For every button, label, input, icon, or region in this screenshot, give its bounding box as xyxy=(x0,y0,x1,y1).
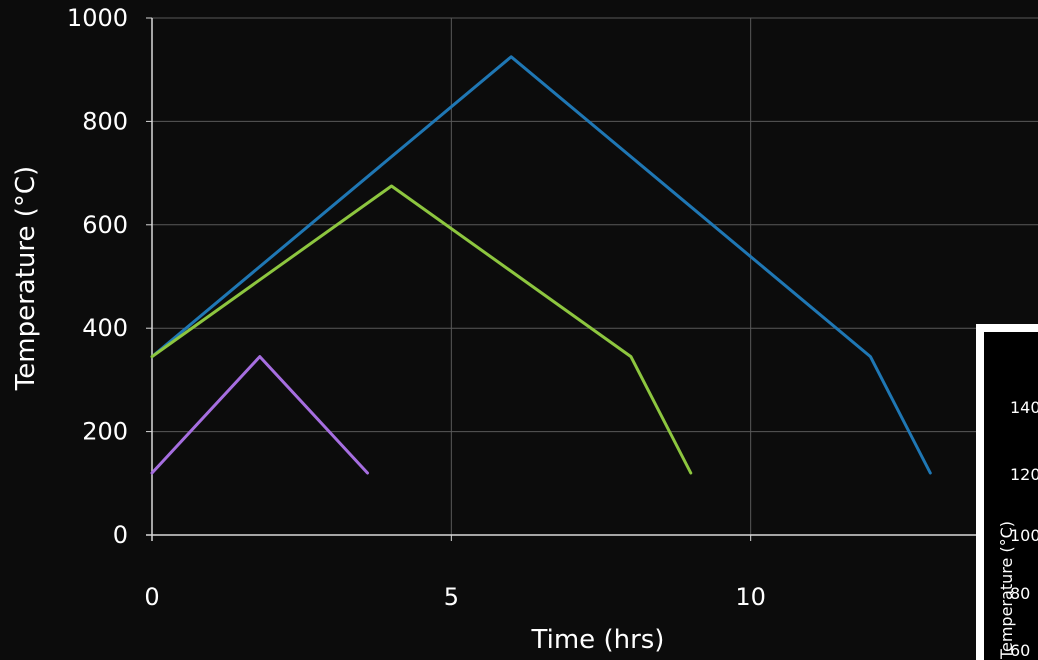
y-tick-label: 800 xyxy=(82,107,128,135)
series-line-1 xyxy=(150,55,932,475)
y-tick-label: 400 xyxy=(82,314,128,342)
inset-tick-label: 140 xyxy=(1010,398,1038,417)
x-tick-label: 10 xyxy=(735,583,766,611)
inset-frame xyxy=(976,324,1038,660)
series-layer xyxy=(150,55,932,475)
inset-chart: 140 120 100 80 60 Temperature (°C) xyxy=(976,324,1038,660)
axes xyxy=(146,17,1038,541)
inset-tick-label: 120 xyxy=(1010,465,1038,484)
series-line-3 xyxy=(150,355,369,475)
y-tick-label: 0 xyxy=(113,521,128,549)
y-tick-labels: 0 200 400 600 800 1000 xyxy=(67,4,128,549)
grid xyxy=(152,17,1038,535)
inset-y-axis-title: Temperature (°C) xyxy=(997,521,1016,660)
x-axis-title: Time (hrs) xyxy=(531,625,665,655)
y-tick-label: 1000 xyxy=(67,4,128,32)
y-axis-title: Temperature (°C) xyxy=(11,166,41,391)
x-tick-label: 5 xyxy=(444,583,459,611)
x-tick-labels: 0 5 10 xyxy=(144,583,766,611)
series-line-2 xyxy=(150,184,693,475)
inset-tick-label: 100 xyxy=(1010,526,1038,545)
y-tick-label: 200 xyxy=(82,418,128,446)
x-tick-label: 0 xyxy=(144,583,159,611)
y-tick-label: 600 xyxy=(82,211,128,239)
inset-tick-label: 60 xyxy=(1010,641,1030,660)
inset-tick-labels: 140 120 100 80 60 xyxy=(1010,398,1038,660)
inset-tick-label: 80 xyxy=(1010,584,1030,603)
